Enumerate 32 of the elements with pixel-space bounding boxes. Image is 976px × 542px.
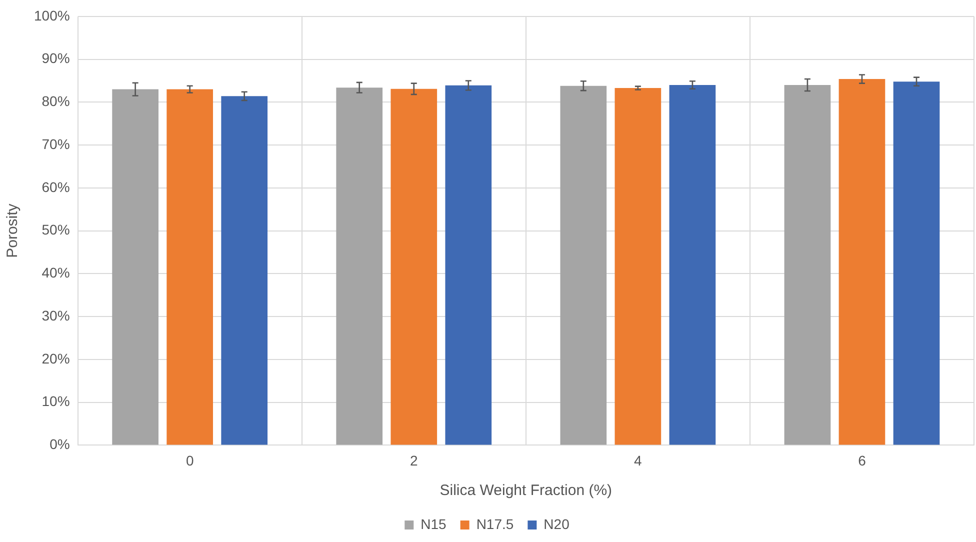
legend-label: N20 xyxy=(544,516,570,532)
y-tick-label: 100% xyxy=(34,7,70,24)
y-axis-title: Porosity xyxy=(4,203,22,258)
x-tick-label: 4 xyxy=(634,452,642,468)
legend-label: N17.5 xyxy=(476,516,514,532)
y-tick-label: 90% xyxy=(42,50,70,66)
y-tick-label: 50% xyxy=(42,222,70,238)
bar xyxy=(614,88,662,445)
bar xyxy=(560,86,607,445)
x-tick-label: 6 xyxy=(858,452,866,468)
x-axis-title: Silica Weight Fraction (%) xyxy=(440,482,612,500)
bar xyxy=(445,85,492,445)
y-tick-label: 80% xyxy=(42,93,70,110)
bar xyxy=(112,89,158,445)
bar xyxy=(221,96,268,445)
x-tick-label: 0 xyxy=(186,452,194,468)
x-tick-label: 2 xyxy=(410,452,418,468)
bar xyxy=(336,88,383,445)
bar xyxy=(390,88,438,445)
y-tick-label: 30% xyxy=(42,307,70,324)
y-tick-label: 20% xyxy=(42,350,70,366)
y-tick-label: 70% xyxy=(42,136,70,152)
y-tick-label: 60% xyxy=(42,178,70,195)
bar xyxy=(166,89,213,445)
y-tick-label: 40% xyxy=(42,264,70,281)
bar xyxy=(784,85,831,445)
y-tick-label: 0% xyxy=(50,436,70,452)
y-tick-label: 10% xyxy=(42,393,70,410)
bar xyxy=(669,85,716,445)
bar xyxy=(893,82,940,445)
legend-label: N15 xyxy=(420,516,447,532)
bar xyxy=(838,79,886,445)
